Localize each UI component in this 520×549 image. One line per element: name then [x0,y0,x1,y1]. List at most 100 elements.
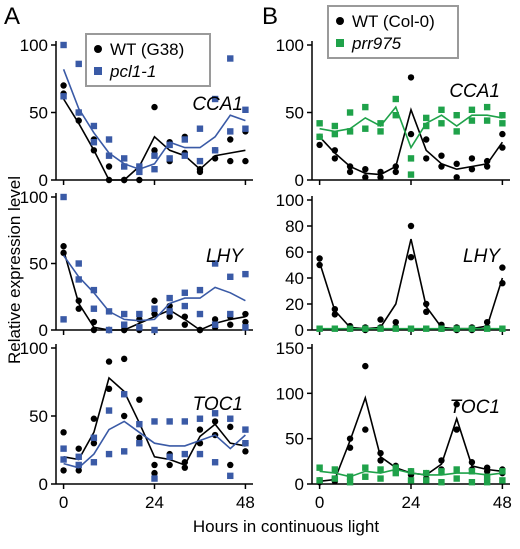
y-tick-label: 100 [20,339,48,358]
y-tick-label: 100 [276,36,304,55]
data-point [423,136,430,143]
data-point [196,286,204,294]
data-point [377,449,384,457]
data-point [377,325,384,332]
data-point [392,319,399,326]
data-point [499,280,506,287]
data-point [499,325,506,332]
data-point [120,155,128,162]
data-point [75,60,82,68]
legend-label: WT (G38) [110,40,184,59]
data-point [362,362,369,370]
legend: WT (Col-0) prr975 [327,5,459,59]
data-point [362,166,369,173]
y-tick-label: 0 [39,171,48,190]
data-point [151,152,158,159]
data-point [377,457,384,464]
data-point [362,125,369,132]
data-point [483,163,491,170]
data-point [483,157,491,165]
data-point [453,426,460,433]
x-tick-label: 24 [145,493,164,512]
data-point [346,478,354,486]
data-point [453,128,460,135]
gene-label: LHY [463,246,501,267]
data-point [105,407,113,414]
y-tick-label: 0 [295,321,304,340]
data-point [196,157,204,165]
data-point [75,445,82,452]
series-1 [316,325,506,332]
data-point [151,461,158,469]
data-point [211,418,219,425]
data-point [211,316,219,323]
data-point [316,141,323,149]
data-point [316,477,323,484]
data-point [423,122,430,130]
data-point [499,130,506,138]
data-point [211,95,219,103]
series-0 [316,362,506,486]
y-tick-label: 60 [285,243,304,262]
data-point [211,459,219,466]
data-point [453,475,460,482]
data-point [105,450,113,458]
data-point [105,385,113,392]
data-point [242,106,249,113]
data-point [346,325,354,332]
x-tick-label: 0 [59,493,68,512]
y-tick-label: 100 [276,191,304,210]
data-point [60,193,67,201]
data-point [316,120,323,127]
data-point [468,459,476,466]
data-point [105,176,113,184]
series-1 [60,41,249,176]
legend-box [327,5,459,59]
y-tick-label: 0 [39,321,48,340]
x-tick-label: 0 [315,493,324,512]
data-point [90,434,98,441]
y-tick-label: 100 [20,188,48,207]
data-point [211,410,219,417]
panel-letter-b: B [262,3,278,30]
series-1 [60,193,249,334]
data-point [392,325,399,332]
data-point [151,147,158,154]
y-tick-label: 50 [285,104,304,123]
data-point [423,325,430,332]
data-point [196,450,204,458]
data-point [423,300,430,308]
data-point [392,469,399,477]
series-0 [316,222,506,334]
data-point [227,321,234,328]
data-point [227,273,234,280]
data-point [468,117,476,124]
data-point [499,264,506,271]
legend-marker [336,39,344,47]
data-point [438,163,445,170]
data-point [227,415,234,422]
data-point [120,310,128,318]
data-point [423,469,430,477]
data-point [105,152,113,159]
y-tick-label: 50 [285,430,304,449]
data-point [136,163,143,170]
data-point [60,456,67,463]
data-point [392,464,399,471]
legend-label: prr975 [351,34,402,53]
data-point [483,325,491,332]
data-point [499,477,506,484]
data-point [136,396,143,403]
data-point [346,163,354,170]
data-point [90,459,98,466]
data-point [227,461,234,469]
data-point [242,157,249,165]
data-point [227,157,234,165]
data-point [181,459,189,466]
data-point [242,448,249,455]
data-point [331,130,339,138]
data-point [407,325,415,332]
data-point [151,305,158,312]
data-point [151,326,158,334]
data-point [90,139,98,146]
